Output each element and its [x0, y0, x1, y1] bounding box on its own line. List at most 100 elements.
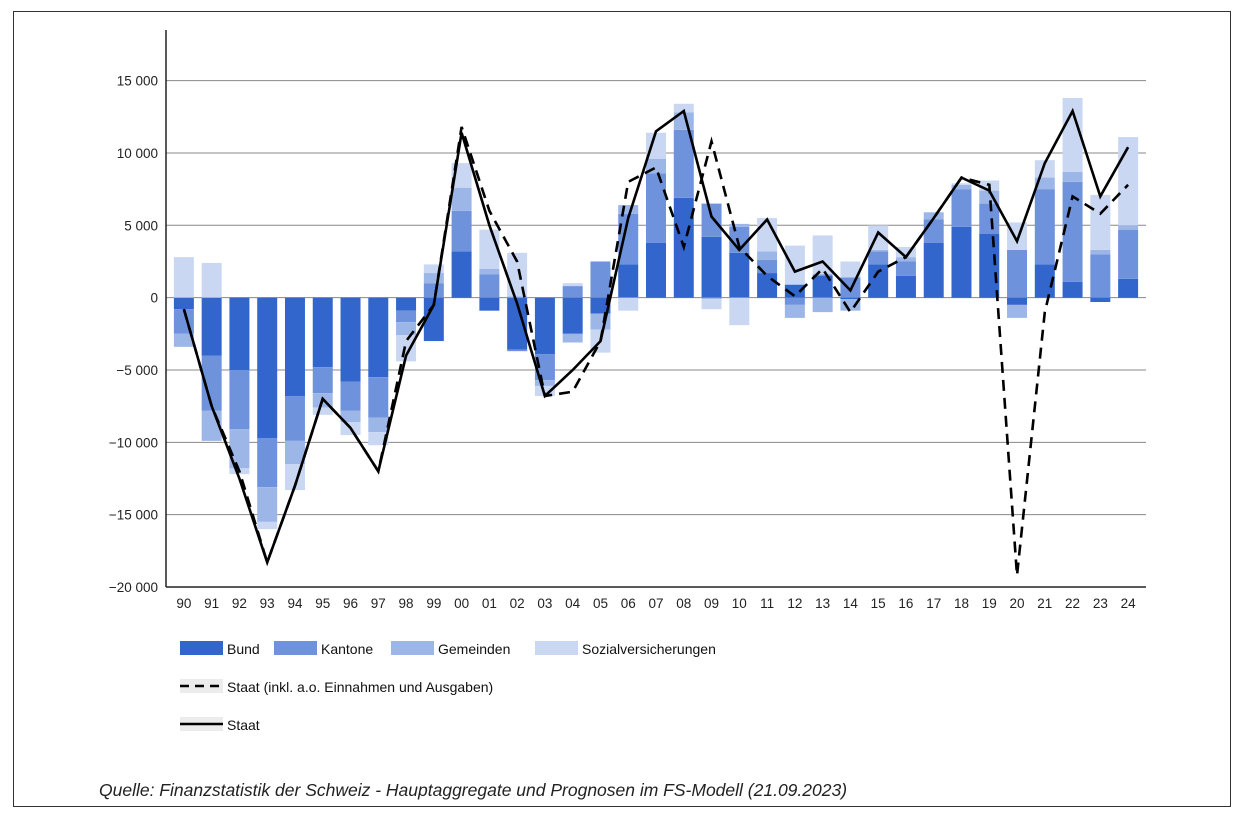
legend-swatch-bund: [180, 641, 223, 655]
bar-segment: [562, 286, 583, 298]
x-tick-label: 05: [593, 596, 608, 611]
bar-segment: [562, 283, 583, 287]
bar-segment: [757, 273, 778, 298]
bar-segment: [895, 261, 916, 276]
bar-segment: [507, 297, 528, 350]
bar-segment: [1118, 225, 1139, 230]
bar-segment: [646, 132, 666, 159]
x-tick-label: 21: [1037, 596, 1052, 611]
bar-segment: [396, 297, 417, 311]
bar-segment: [646, 173, 666, 243]
bar-segment: [312, 367, 333, 394]
bar-segment: [951, 189, 972, 227]
x-tick-label: 10: [732, 596, 747, 611]
bar-segment: [1034, 189, 1055, 265]
bar-segment: [201, 297, 222, 356]
x-tick-label: 11: [760, 596, 774, 611]
bar-segment: [590, 297, 611, 314]
x-tick-label: 08: [676, 596, 691, 611]
x-tick-label: 07: [648, 596, 663, 611]
bar-segment: [562, 333, 583, 343]
bar-segment: [534, 297, 555, 355]
x-tick-label: 94: [287, 596, 303, 611]
x-tick-label: 98: [399, 596, 414, 611]
bar-segment: [1118, 278, 1139, 298]
bar-segment: [284, 297, 305, 397]
x-tick-label: 97: [371, 596, 386, 611]
legend-label-staat-ao: Staat (inkl. a.o. Einnahmen und Ausgaben…: [227, 679, 493, 695]
x-tick-label: 00: [454, 596, 469, 611]
x-tick-label: 93: [260, 596, 275, 611]
source-note: Quelle: Finanzstatistik der Schweiz - Ha…: [99, 780, 848, 800]
bar-segment: [784, 304, 805, 318]
bar-segment: [812, 274, 833, 276]
bar-segment: [257, 437, 278, 488]
bar-segment: [396, 310, 417, 323]
legend: Bund Kantone Gemeinden Sozialversicherun…: [180, 641, 716, 733]
y-tick-label: 15 000: [117, 74, 158, 89]
bar-segment: [618, 213, 639, 265]
bar-segment: [701, 299, 722, 310]
bar-segment: [979, 203, 1000, 234]
y-tick-label: 5 000: [124, 218, 158, 233]
bar-segment: [923, 219, 944, 243]
x-tick-label: 06: [621, 596, 636, 611]
bar-segment: [1118, 229, 1139, 279]
bar-segment: [923, 242, 944, 298]
bar-segment: [451, 187, 472, 211]
bar-segment: [840, 299, 861, 311]
chart-svg: 15 000 10 000 5 000 0 −5 000 −10 000 −15 000 −2…: [109, 30, 1146, 733]
bar-segment: [479, 268, 500, 275]
bar-segment: [562, 297, 583, 334]
bar-segment: [951, 183, 972, 185]
bar-segment: [1034, 264, 1055, 298]
bar-segment: [701, 236, 722, 298]
bar-segment: [257, 297, 278, 438]
staat-ao-line: [182, 126, 1130, 576]
bar-segment: [784, 245, 805, 285]
x-tick-label: 92: [232, 596, 247, 611]
bar-segment: [812, 275, 833, 298]
bar-segment: [368, 297, 389, 378]
bar-segment: [257, 521, 278, 530]
x-tick-label: 01: [482, 596, 497, 611]
y-tick-label: −15 000: [109, 508, 158, 523]
bar-segment: [1062, 281, 1083, 298]
bar-segment: [284, 440, 305, 465]
y-tick-label: −5 000: [116, 363, 158, 378]
bar-segment: [1118, 137, 1139, 226]
bar-segment: [812, 297, 833, 313]
bar-segment: [1007, 249, 1028, 298]
bar-segment: [507, 349, 528, 352]
axes: [165, 30, 1146, 588]
bar-segment: [479, 274, 500, 298]
x-tick-label: 22: [1065, 596, 1080, 611]
bar-segment: [423, 283, 444, 298]
x-tick-label: 18: [954, 596, 969, 611]
x-tick-label: 90: [176, 596, 191, 611]
bar-segment: [340, 297, 361, 382]
x-tick-label: 19: [982, 596, 997, 611]
x-tick-label: 16: [898, 596, 913, 611]
bar-segment: [618, 205, 639, 214]
staat-line: [182, 107, 1130, 567]
bar-segment: [423, 297, 444, 342]
bar-segment: [1090, 297, 1111, 302]
bar-segment: [979, 233, 1000, 298]
bar-segment: [701, 203, 722, 237]
x-tick-label: 23: [1093, 596, 1108, 611]
bar-segment: [340, 410, 361, 423]
bar-segment: [618, 297, 639, 311]
bar-segment: [784, 284, 805, 298]
bar-segment: [840, 297, 861, 300]
bar-segment: [1062, 171, 1083, 182]
legend-swatch-kantone: [274, 641, 317, 655]
bar-segment: [368, 417, 389, 433]
bar-segment: [368, 377, 389, 418]
legend-label-gemeinden: Gemeinden: [438, 641, 510, 657]
bar-segment: [173, 257, 194, 298]
bar-segment: [1062, 181, 1083, 282]
bar-segment: [229, 429, 250, 469]
bar-segment: [951, 184, 972, 190]
bar-segment: [201, 262, 222, 298]
